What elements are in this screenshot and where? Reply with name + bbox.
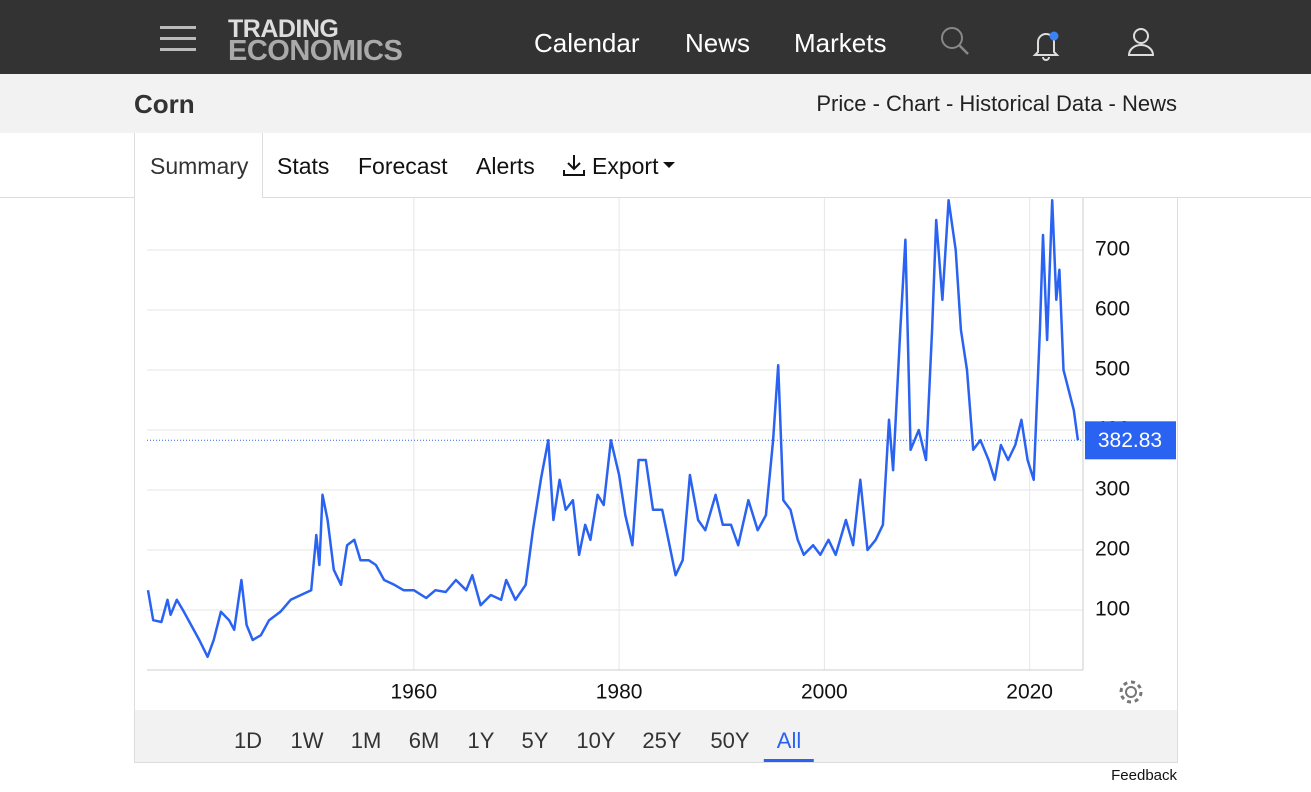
breadcrumb[interactable]: Price - Chart - Historical Data - News <box>816 91 1177 116</box>
notification-icon[interactable] <box>1030 28 1064 62</box>
sub-bar: Corn Price - Chart - Historical Data - N… <box>0 74 1311 134</box>
x-tick-label: 2020 <box>1006 681 1053 704</box>
tab[interactable]: Alerts <box>476 153 535 179</box>
top-bar: TRADING ECONOMICS Calendar News Markets <box>0 0 1311 74</box>
tab[interactable]: Forecast <box>358 153 448 179</box>
chart-frame <box>134 197 1178 763</box>
nav-link[interactable]: Markets <box>794 28 887 58</box>
range-button[interactable]: 1Y <box>467 728 495 753</box>
logo[interactable]: TRADING ECONOMICS <box>228 15 403 67</box>
nav-link[interactable]: Calendar <box>534 28 640 58</box>
range-button[interactable]: 25Y <box>642 728 682 753</box>
settings-icon[interactable] <box>1117 678 1145 706</box>
nav-link[interactable]: News <box>685 28 751 58</box>
range-button[interactable]: All <box>763 728 815 762</box>
logo-line: ECONOMICS <box>228 35 403 67</box>
logo-line: TRADING <box>228 15 339 43</box>
range-button[interactable]: 1M <box>350 728 382 753</box>
x-tick-label: 1960 <box>390 681 437 704</box>
y-tick-label: 100 <box>1095 598 1130 621</box>
price-line <box>146 198 1080 659</box>
range-button[interactable]: 5Y <box>521 728 549 753</box>
range-button[interactable]: 1W <box>290 728 324 753</box>
user-icon[interactable] <box>1126 26 1156 58</box>
download-icon <box>563 155 585 176</box>
tab[interactable]: Export <box>592 153 659 179</box>
active-tab <box>134 133 263 198</box>
y-tick-label: 300 <box>1095 478 1130 501</box>
range-bar <box>135 710 1177 762</box>
page-title: Corn <box>134 89 195 119</box>
feedback-link[interactable]: Feedback <box>1111 767 1177 784</box>
last-value-badge <box>1085 421 1176 460</box>
range-button[interactable]: 10Y <box>576 728 616 753</box>
range-button[interactable]: 1D <box>233 728 263 753</box>
y-tick-label: 600 <box>1095 298 1130 321</box>
y-tick-label: 700 <box>1095 238 1130 261</box>
x-tick-label: 2000 <box>801 681 848 704</box>
menu-icon[interactable] <box>160 24 198 54</box>
search-icon[interactable] <box>940 26 972 58</box>
x-tick-label: 1980 <box>596 681 643 704</box>
y-tick-label: 200 <box>1095 538 1130 561</box>
y-tick-label: 500 <box>1095 358 1130 381</box>
last-value-label: 382.83 <box>1098 429 1162 452</box>
range-button[interactable]: 6M <box>408 728 440 753</box>
tab[interactable]: Summary <box>150 153 249 179</box>
range-button[interactable]: 50Y <box>710 728 750 753</box>
caret <box>663 162 675 168</box>
tab-bar <box>0 133 1311 198</box>
tab[interactable]: Stats <box>277 153 330 179</box>
